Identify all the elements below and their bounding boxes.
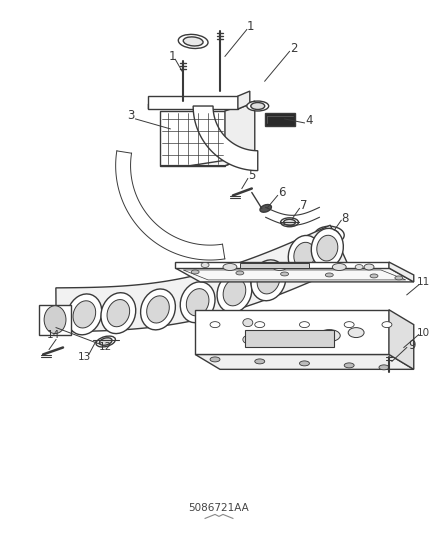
Text: 1: 1 [247,20,254,33]
Polygon shape [39,305,71,335]
Ellipse shape [344,363,354,368]
Ellipse shape [348,328,364,337]
Ellipse shape [101,293,136,334]
Ellipse shape [288,236,321,274]
Ellipse shape [255,321,265,328]
Ellipse shape [319,229,339,241]
Polygon shape [265,113,294,126]
Polygon shape [389,310,414,369]
Text: 9: 9 [408,339,416,352]
Ellipse shape [257,266,280,294]
Ellipse shape [317,235,338,261]
Ellipse shape [255,359,265,364]
Polygon shape [389,262,414,282]
Ellipse shape [99,338,112,345]
Ellipse shape [382,321,392,328]
Polygon shape [225,101,255,166]
Text: 13: 13 [78,352,92,362]
Ellipse shape [251,260,286,301]
Ellipse shape [243,319,253,327]
Text: 8: 8 [342,212,349,225]
Ellipse shape [210,357,220,362]
Polygon shape [245,329,334,348]
Ellipse shape [260,205,272,212]
Polygon shape [56,225,348,332]
Text: 5086721AA: 5086721AA [189,504,249,513]
Ellipse shape [223,279,246,306]
Ellipse shape [314,226,344,244]
Text: 1: 1 [169,50,176,63]
Ellipse shape [44,306,66,334]
Ellipse shape [183,37,203,46]
Text: 6: 6 [278,186,285,199]
Ellipse shape [273,263,286,270]
Ellipse shape [281,272,289,276]
Ellipse shape [370,274,378,278]
Ellipse shape [294,243,315,268]
Ellipse shape [180,282,215,322]
Text: 10: 10 [417,328,430,337]
Ellipse shape [300,321,309,328]
Polygon shape [193,106,258,171]
Ellipse shape [395,276,403,280]
Polygon shape [160,111,225,166]
Polygon shape [238,91,250,109]
Ellipse shape [217,272,252,313]
Ellipse shape [141,289,175,330]
Ellipse shape [251,102,265,109]
Ellipse shape [210,321,220,328]
Text: 5: 5 [248,169,255,182]
Text: 2: 2 [290,42,297,55]
Ellipse shape [344,321,354,328]
Ellipse shape [318,329,340,342]
Ellipse shape [300,361,309,366]
Ellipse shape [283,219,296,225]
Ellipse shape [332,263,346,270]
Ellipse shape [379,365,389,370]
Ellipse shape [281,218,298,227]
Text: 3: 3 [127,109,134,123]
Ellipse shape [96,336,115,347]
Ellipse shape [311,228,343,268]
Polygon shape [195,310,389,354]
Ellipse shape [201,263,209,268]
Ellipse shape [107,300,130,327]
Polygon shape [148,96,238,109]
Ellipse shape [236,271,244,275]
Ellipse shape [191,270,199,274]
Polygon shape [160,156,255,166]
Ellipse shape [243,336,253,343]
Text: 11: 11 [417,277,430,287]
Ellipse shape [147,296,170,323]
Polygon shape [195,354,414,369]
Polygon shape [175,268,414,282]
Ellipse shape [325,273,333,277]
Polygon shape [175,262,389,268]
Ellipse shape [247,101,268,111]
Ellipse shape [73,301,95,328]
Polygon shape [240,263,309,268]
Text: 12: 12 [99,343,113,352]
Ellipse shape [355,264,363,270]
Ellipse shape [186,289,209,316]
Text: 4: 4 [306,115,313,127]
Ellipse shape [364,264,374,270]
Ellipse shape [261,330,289,344]
Ellipse shape [67,294,102,335]
Polygon shape [148,104,250,109]
Text: 14: 14 [46,329,60,340]
Ellipse shape [223,263,237,270]
Text: 7: 7 [300,199,307,212]
Ellipse shape [178,35,208,49]
